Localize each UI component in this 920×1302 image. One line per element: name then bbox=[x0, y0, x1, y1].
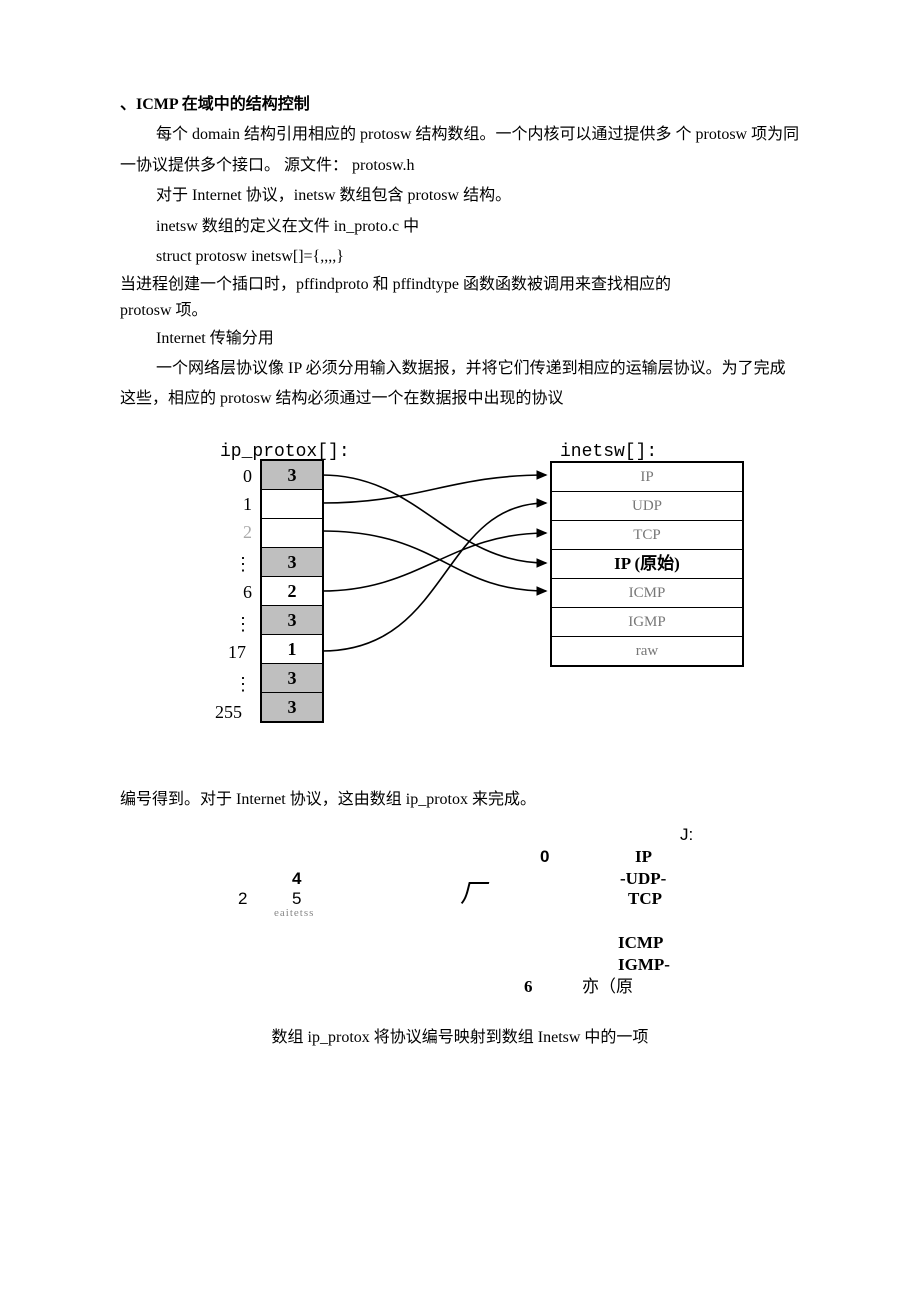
p6: Internet 传输分用 bbox=[156, 324, 800, 354]
caption: 数组 ip_protox 将协议编号映射到数组 Inetsw 中的一项 bbox=[120, 1023, 800, 1053]
j-label: J: bbox=[680, 819, 693, 851]
n2: 2 bbox=[238, 883, 247, 915]
p1: 每个 domain 结构引用相应的 protosw 结构数组。一个内核可以通过提… bbox=[120, 126, 799, 173]
eait: eaitetss bbox=[274, 903, 314, 924]
n6: 6 bbox=[524, 971, 533, 1003]
page: 、ICMP 在域中的结构控制 每个 domain 结构引用相应的 protosw… bbox=[0, 0, 920, 1129]
p5a: 当进程创建一个插口时，pffindproto 和 pffindtype 函数函数… bbox=[120, 272, 800, 298]
p2: 对于 Internet 协议，inetsw 数组包含 protosw 结构。 bbox=[156, 181, 800, 211]
heading: 、ICMP 在域中的结构控制 bbox=[120, 90, 800, 120]
p3: inetsw 数组的定义在文件 in_proto.c 中 bbox=[156, 212, 800, 242]
diagram-ip-protox: ip_protox[]: inetsw[]: 0 1 2 ⋮ 6 ⋮ 17 ⋮ … bbox=[120, 435, 800, 765]
r-tcp: TCP bbox=[628, 883, 662, 915]
connector-lines bbox=[120, 435, 800, 765]
glyph: 厂 bbox=[460, 869, 486, 918]
n0: 0 bbox=[540, 841, 549, 873]
p8: 编号得到。对于 Internet 协议，这由数组 ip_protox 来完成。 bbox=[120, 785, 800, 815]
p4: struct protosw inetsw[]={,,,,} bbox=[156, 242, 800, 272]
p7: 一个网络层协议像 IP 必须分用输入数据报，并将它们传递到相应的运输层协议。为了… bbox=[120, 360, 786, 407]
diagram-mapping: J: 0 IP 4 -UDP- 2 5 厂 TCP eaitetss ICMP … bbox=[120, 819, 800, 1019]
r-yi: 亦（原 bbox=[582, 971, 633, 1003]
p5b: protosw 项。 bbox=[120, 298, 800, 324]
